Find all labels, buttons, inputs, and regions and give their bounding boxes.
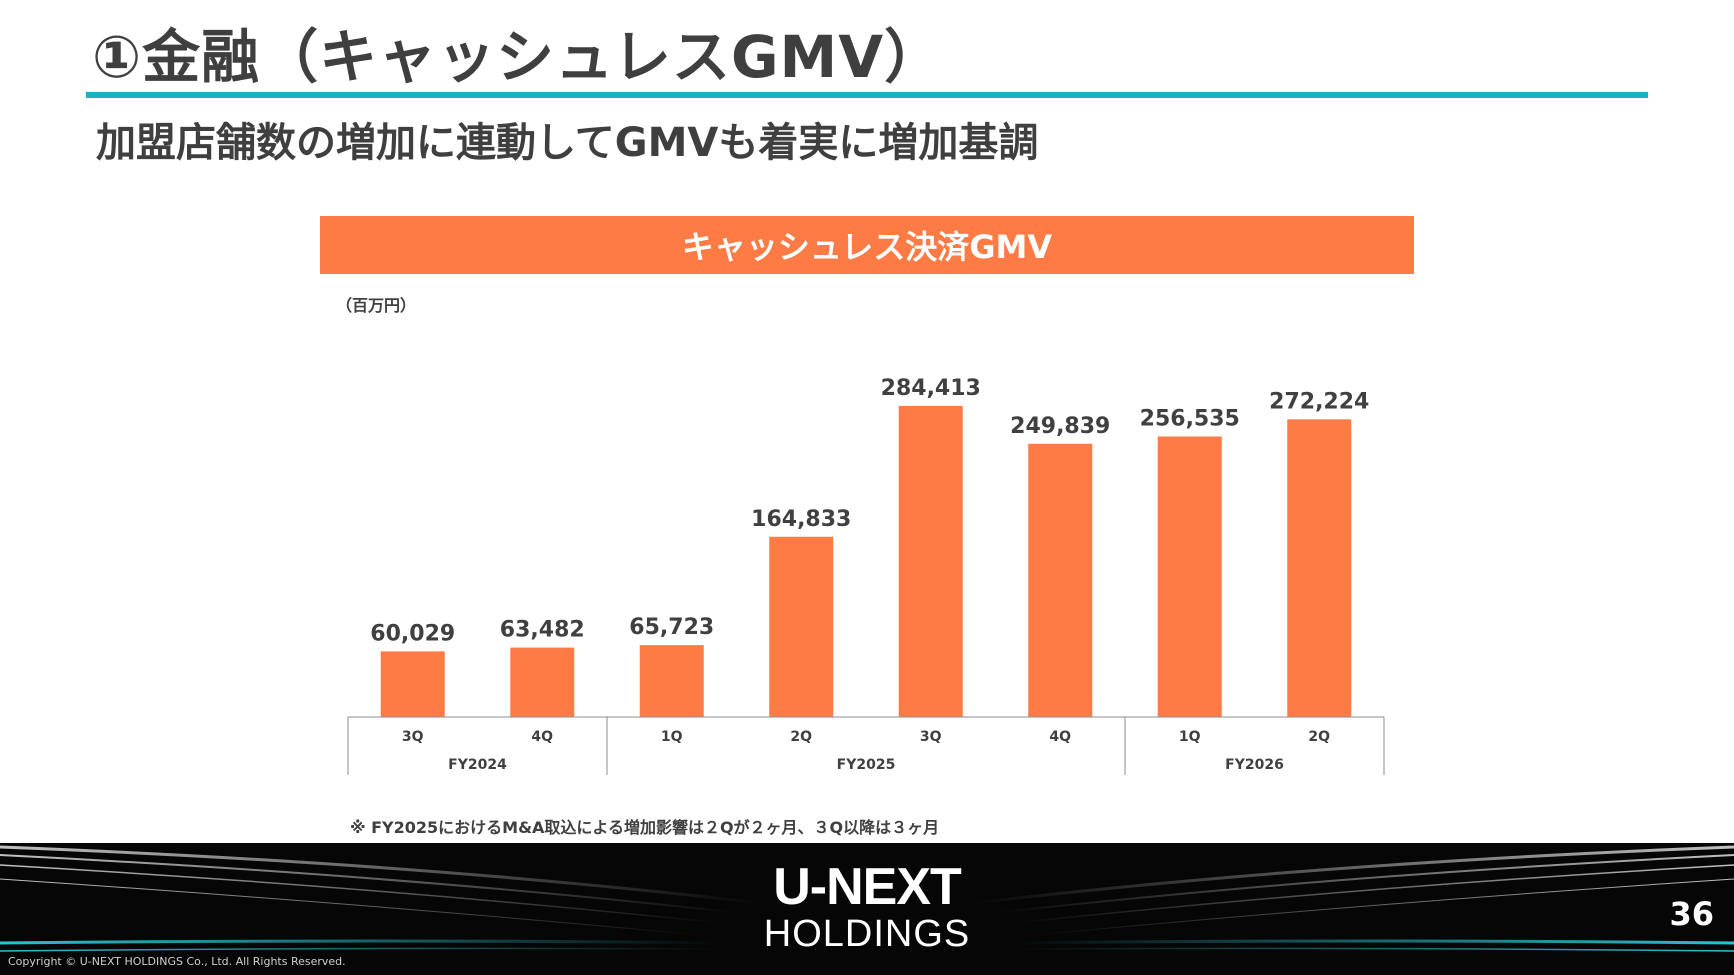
x-tick-label-6: 4Q <box>1049 729 1071 745</box>
bar-3 <box>639 645 704 717</box>
bar-7 <box>1157 436 1222 717</box>
data-label-4: 164,833 <box>751 507 851 532</box>
data-label-7: 256,535 <box>1140 406 1240 431</box>
chart-title-banner: キャッシュレス決済GMV <box>320 216 1414 274</box>
footnote: ※ FY2025におけるM&A取込による増加影響は２Qが２ヶ月、３Q以降は３ヶ月 <box>350 818 940 837</box>
data-label-5: 284,413 <box>881 376 981 401</box>
u-next-holdings-logo: U-NEXT HOLDINGS <box>760 861 974 955</box>
logo-wordmark-bottom: HOLDINGS <box>763 913 971 955</box>
bar-4 <box>769 536 834 717</box>
bar-2 <box>510 647 575 717</box>
page-subtitle: 加盟店舗数の増加に連動してGMVも着実に増加基調 <box>96 120 1039 166</box>
page-number: 36 <box>1669 895 1714 933</box>
x-tick-label-7: 1Q <box>1179 729 1201 745</box>
group-label-fy2025: FY2025 <box>837 757 896 773</box>
group-label-fy2024: FY2024 <box>448 757 507 773</box>
chart-unit-label: （百万円） <box>336 296 417 315</box>
data-label-3: 65,723 <box>629 615 714 640</box>
chart-title: キャッシュレス決済GMV <box>681 228 1053 266</box>
bar-5 <box>898 406 963 717</box>
data-label-2: 63,482 <box>500 618 585 643</box>
bar-6 <box>1028 443 1093 717</box>
data-label-8: 272,224 <box>1269 389 1369 414</box>
x-tick-label-8: 2Q <box>1308 729 1330 745</box>
logo-wordmark-top: U-NEXT <box>773 858 962 916</box>
footer-streaks-decoration <box>0 845 1734 952</box>
x-tick-label-3: 1Q <box>661 729 683 745</box>
x-tick-label-5: 3Q <box>920 729 942 745</box>
x-tick-label-2: 4Q <box>531 729 553 745</box>
bar-1 <box>380 651 445 717</box>
bar-8 <box>1287 419 1352 717</box>
data-label-1: 60,029 <box>370 621 455 646</box>
copyright-notice: Copyright © U-NEXT HOLDINGS Co., Ltd. Al… <box>8 955 346 968</box>
data-label-6: 249,839 <box>1010 414 1110 439</box>
title-underline <box>86 92 1648 98</box>
x-tick-label-1: 3Q <box>402 729 424 745</box>
page-title: ①金融（キャッシュレスGMV） <box>92 23 944 91</box>
footer-band: U-NEXT HOLDINGS 36 Copyright © U-NEXT HO… <box>0 843 1734 975</box>
group-label-fy2026: FY2026 <box>1225 757 1284 773</box>
x-tick-label-4: 2Q <box>790 729 812 745</box>
gmv-bar-chart: 60,029 3Q 63,482 4Q 65,723 1Q 164,833 2Q 284,413… <box>347 376 1385 775</box>
